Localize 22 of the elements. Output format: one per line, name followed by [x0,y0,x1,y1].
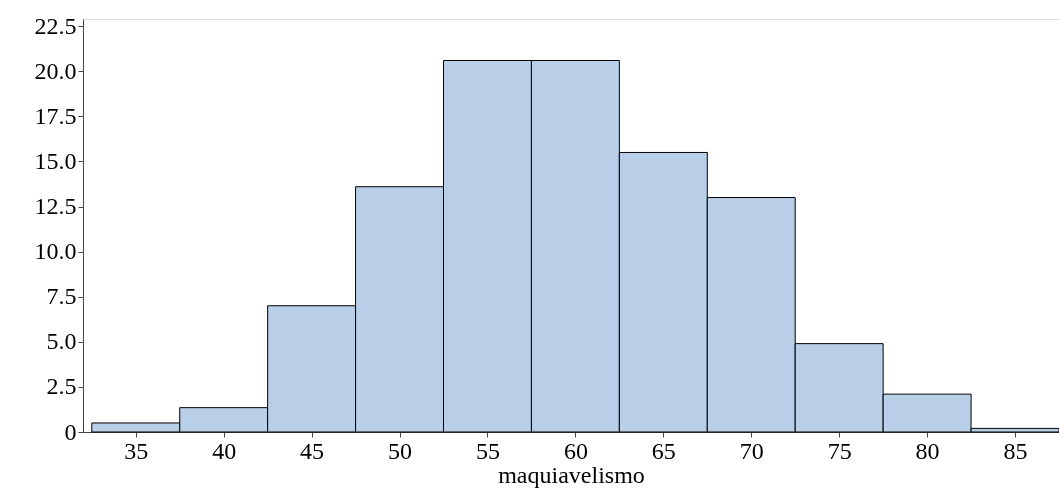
x-tick-label: 85 [1003,437,1028,464]
x-tick-label: 50 [388,437,413,464]
y-tick-label: 17.5 [34,102,77,129]
y-tick-label: 0 [64,418,77,445]
y-tick-label: 2.5 [46,373,77,400]
x-axis-title: maquiavelismo [498,461,645,488]
x-tick-label: 80 [915,437,940,464]
y-tick-label: 5.0 [46,328,77,355]
y-tick-label: 10.0 [34,238,77,265]
x-tick-label: 35 [124,437,149,464]
x-tick-label: 55 [475,437,500,464]
x-tick-label: 45 [300,437,325,464]
x-tick-label: 40 [212,437,237,464]
y-tick-label: 22.5 [34,12,77,39]
y-tick-label: 7.5 [46,283,77,310]
y-tick-label: 20.0 [34,57,77,84]
x-tick-label: 60 [563,437,588,464]
x-tick-label: 65 [651,437,676,464]
x-tick-label: 75 [827,437,852,464]
y-tick-label: 15.0 [34,147,77,174]
y-tick-label: 12.5 [34,193,77,220]
x-tick-label: 70 [739,437,764,464]
